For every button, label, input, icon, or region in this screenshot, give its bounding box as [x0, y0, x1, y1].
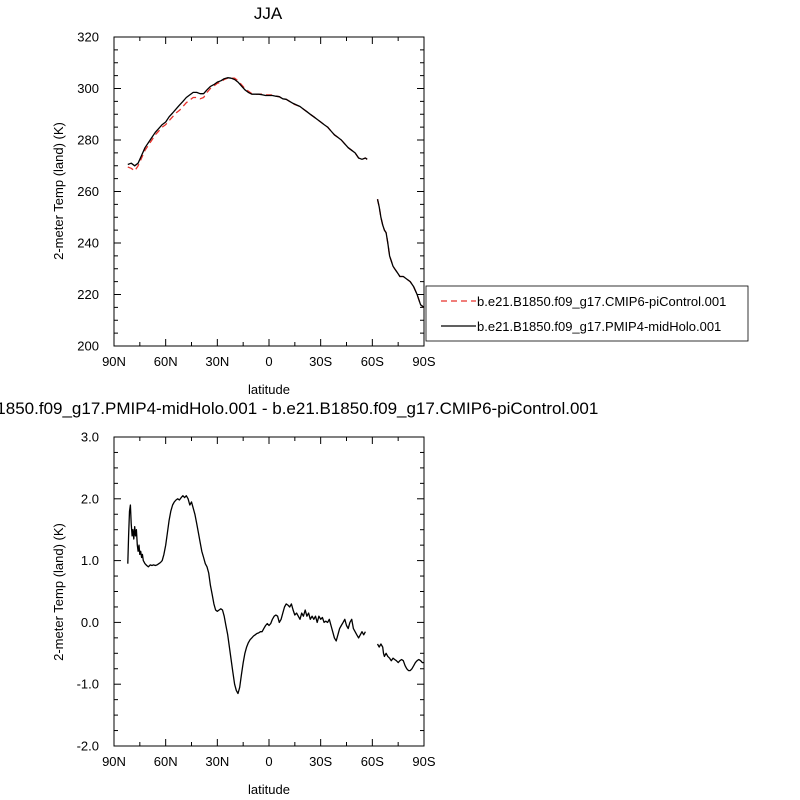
- legend: b.e21.B1850.f09_g17.CMIP6-piControl.001 …: [425, 285, 749, 342]
- top-y-tick-label: 200: [77, 339, 99, 354]
- top-plot-lines: [127, 77, 425, 308]
- top-x-tick-label: 90N: [102, 354, 126, 369]
- legend-label-picontrol: b.e21.B1850.f09_g17.CMIP6-piControl.001: [477, 294, 726, 309]
- top-series-0-segment-1: [376, 199, 425, 308]
- bottom-plot-frame: [113, 436, 425, 747]
- bottom-x-tick-label: 0: [265, 754, 272, 769]
- bottom-y-axis-label: 2-meter Temp (land) (K): [51, 523, 66, 661]
- bottom-y-tick-label: 3.0: [81, 430, 99, 445]
- top-y-tick-label: 260: [77, 184, 99, 199]
- top-series-1-segment-1: [376, 199, 425, 308]
- bottom-x-tick-label: 90N: [102, 754, 126, 769]
- top-x-axis-label: latitude: [248, 382, 290, 397]
- bottom-axes-ticks: 90N 60N 30N 0 30S 60S 90S -2.0 -1.0 0.0 1.0 2.0 3.0: [77, 430, 436, 770]
- bottom-y-tick-label: -2.0: [77, 739, 99, 754]
- top-x-tick-label: 30S: [309, 354, 332, 369]
- top-plot-frame: [113, 36, 425, 347]
- top-chart-title: JJA: [254, 4, 283, 23]
- bottom-x-tick-label: 60S: [361, 754, 384, 769]
- bottom-x-axis-label: latitude: [248, 782, 290, 797]
- bottom-series-0-segment-1: [376, 643, 424, 672]
- bottom-plot-lines: [127, 495, 424, 695]
- top-series-1-segment-0: [127, 77, 368, 167]
- top-y-tick-label: 300: [77, 81, 99, 96]
- bottom-x-tick-label: 30S: [309, 754, 332, 769]
- top-y-tick-label: 280: [77, 133, 99, 148]
- bottom-x-tick-label: 60N: [154, 754, 178, 769]
- top-x-tick-label: 0: [265, 354, 272, 369]
- top-x-tick-label: 60S: [361, 354, 384, 369]
- bottom-y-tick-label: -1.0: [77, 677, 99, 692]
- top-x-tick-label: 30N: [205, 354, 229, 369]
- top-y-tick-label: 220: [77, 287, 99, 302]
- bottom-series-0-segment-0: [127, 495, 366, 695]
- legend-box: [425, 285, 749, 342]
- top-axes-ticks: 90N 60N 30N 0 30S 60S 90S 200 220 240 260 280 300 320: [77, 30, 436, 370]
- bottom-y-tick-label: 1.0: [81, 553, 99, 568]
- top-y-tick-label: 240: [77, 236, 99, 251]
- bottom-panel: b.e21.B1850.f09_g17.PMIP4-midHolo.001 - …: [0, 399, 598, 797]
- bottom-y-tick-label: 2.0: [81, 491, 99, 506]
- bottom-x-tick-label: 30N: [205, 754, 229, 769]
- bottom-y-tick-label: 0.0: [81, 615, 99, 630]
- top-y-tick-label: 320: [77, 30, 99, 45]
- top-x-tick-label: 90S: [412, 354, 435, 369]
- top-panel: JJA 2-meter Temp (land) (K) latitude 90N…: [51, 4, 436, 397]
- top-y-axis-label: 2-meter Temp (land) (K): [51, 122, 66, 260]
- bottom-x-tick-label: 90S: [412, 754, 435, 769]
- bottom-chart-title: b.e21.B1850.f09_g17.PMIP4-midHolo.001 - …: [0, 399, 598, 418]
- legend-label-midholo: b.e21.B1850.f09_g17.PMIP4-midHolo.001: [477, 319, 721, 334]
- top-x-tick-label: 60N: [154, 354, 178, 369]
